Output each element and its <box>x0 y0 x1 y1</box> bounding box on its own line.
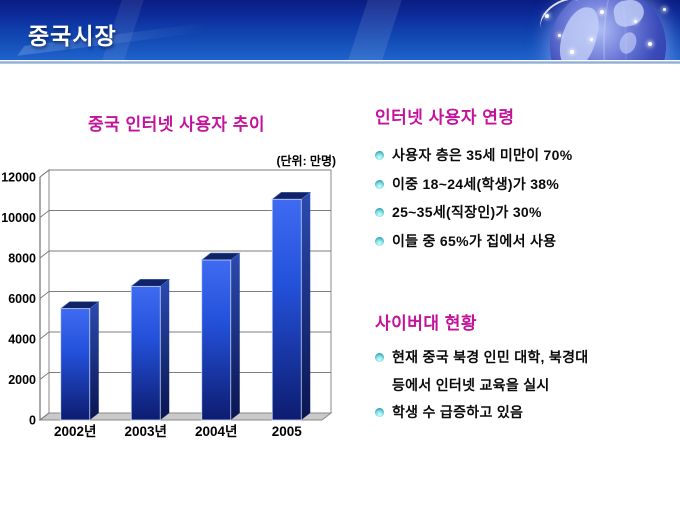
chart-title: 중국 인터넷 사용자 추이 <box>88 115 266 134</box>
sparkle-icon <box>545 14 549 18</box>
sparkle-icon <box>663 8 666 11</box>
bar-side-face <box>160 279 170 420</box>
bullet-icon <box>375 236 384 246</box>
globe-icon <box>550 0 666 60</box>
list-item: 이중 18~24세(학생)가 38% <box>373 175 673 204</box>
section-internet-user-age: 인터넷 사용자 연령 사용자 층은 35세 미만이 70% 이중 18~24세(… <box>373 106 673 260</box>
page-title: 중국시장 <box>28 23 117 49</box>
y-tick <box>39 372 50 380</box>
list-item-continuation: 등에서 인터넷 교육을 실시 <box>373 376 673 404</box>
y-axis-label: 2000 <box>8 373 36 387</box>
list-item: 학생 수 급증하고 있음 <box>373 403 673 431</box>
y-axis-label: 0 <box>29 414 36 428</box>
sparkle-icon <box>600 10 604 14</box>
bullet-icon <box>375 151 384 160</box>
bullet-list: 현재 중국 북경 인민 대학, 북경대 등에서 인터넷 교육을 실시 학생 수 … <box>373 348 673 431</box>
bar <box>201 259 232 421</box>
section-heading: 사이버대 현황 <box>375 314 478 333</box>
x-axis-label: 2004년 <box>195 424 237 439</box>
x-axis-label: 2003년 <box>125 424 167 439</box>
bullet-icon <box>375 179 384 189</box>
y-tick <box>39 331 50 340</box>
list-item-text: 학생 수 급증하고 있음 <box>392 404 524 420</box>
list-item-text: 25~35세(직장인)가 30% <box>392 204 542 220</box>
bullet-icon <box>375 208 384 217</box>
bullet-list: 사용자 층은 35세 미만이 70% 이중 18~24세(학생)가 38% 25… <box>373 146 673 260</box>
list-item-text: 이들 중 65%가 집에서 사용 <box>392 232 557 249</box>
sparkle-icon <box>648 42 652 46</box>
sparkle-icon <box>558 34 561 37</box>
section-cyber-university-status: 사이버대 현황 현재 중국 북경 인민 대학, 북경대 등에서 인터넷 교육을 … <box>373 312 673 431</box>
globe-meridian <box>603 0 628 60</box>
list-item-text: 사용자 층은 35세 미만이 70% <box>392 147 573 163</box>
slide-header: 중국시장 <box>0 0 680 60</box>
header-light-streak <box>348 0 402 60</box>
bar-side-face <box>89 301 99 420</box>
x-axis-label: 2005 <box>272 424 303 439</box>
sparkle-icon <box>590 38 593 41</box>
bullet-icon <box>375 408 384 417</box>
x-axis-label: 2002년 <box>54 424 96 439</box>
sparkle-icon <box>634 20 637 23</box>
bullet-icon <box>375 353 384 362</box>
list-item-text: 등에서 인터넷 교육을 실시 <box>392 376 550 393</box>
list-item: 현재 중국 북경 인민 대학, 북경대 <box>373 348 673 376</box>
bar-side-face <box>230 253 240 420</box>
y-tick <box>39 169 50 178</box>
list-item-text: 현재 중국 북경 인민 대학, 북경대 <box>392 349 589 365</box>
list-item: 이들 중 65%가 집에서 사용 <box>373 232 673 261</box>
bar-chart: 0 2000 4000 6000 8000 10000 12000 2002년 2003년 200… <box>1 168 333 439</box>
bar <box>60 308 91 421</box>
y-axis-label: 12000 <box>1 171 36 185</box>
bar <box>130 285 161 421</box>
y-axis-label: 10000 <box>1 211 36 225</box>
y-tick <box>39 291 50 299</box>
chart-unit-label: (단위: 만명) <box>276 154 336 168</box>
y-tick <box>39 250 50 259</box>
y-tick <box>39 210 50 218</box>
list-item-text: 이중 18~24세(학생)가 38% <box>392 175 560 192</box>
list-item: 25~35세(직장인)가 30% <box>373 203 673 232</box>
bar <box>271 198 302 421</box>
y-axis-label: 6000 <box>8 292 36 306</box>
sparkle-icon <box>570 50 574 54</box>
y-tick <box>39 412 50 421</box>
list-item: 사용자 층은 35세 미만이 70% <box>373 146 673 175</box>
y-axis-label: 8000 <box>8 252 36 266</box>
header-divider <box>0 60 680 65</box>
bar-side-face <box>301 192 311 420</box>
y-axis-label: 4000 <box>8 333 36 347</box>
section-heading: 인터넷 사용자 연령 <box>375 108 515 127</box>
